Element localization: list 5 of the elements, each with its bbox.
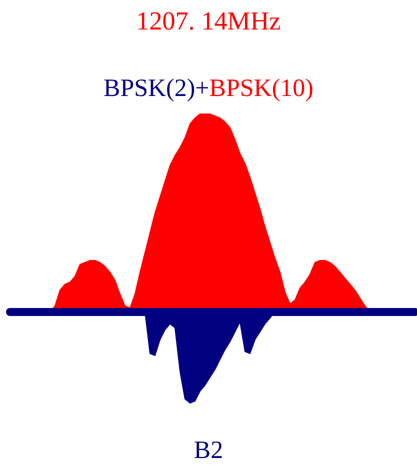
series-label: BPSK(10) — [209, 75, 314, 102]
x-axis-title: B2 — [194, 437, 224, 464]
chart-title: 1207. 14MHz — [136, 6, 281, 36]
text: + — [195, 75, 210, 102]
text: BPSK(2) — [104, 75, 196, 102]
